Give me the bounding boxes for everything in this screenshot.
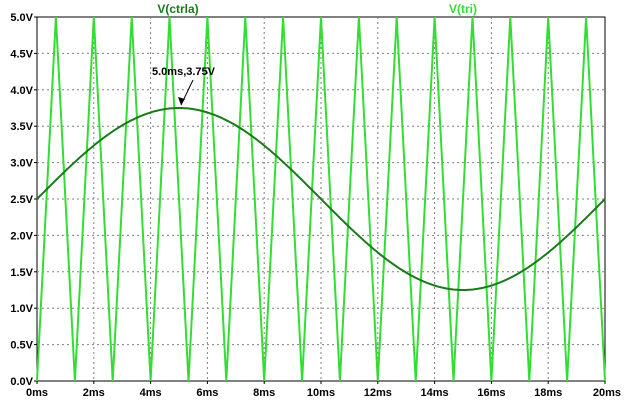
trace-v-ctrla: [36, 107, 606, 291]
annotation-label: 5.0ms,3.75V: [152, 66, 216, 78]
y-tick-label: 3.5V: [10, 121, 33, 133]
y-tick-label: 0.0V: [10, 376, 33, 388]
traces: [36, 16, 606, 382]
x-tick-label: 10ms: [307, 387, 335, 399]
y-tick-label: 5.0V: [10, 12, 33, 24]
y-tick-label: 4.0V: [10, 85, 33, 97]
y-tick-label: 1.0V: [10, 303, 33, 315]
trace-label-v-ctrla[interactable]: V(ctrla): [157, 2, 198, 16]
x-tick-label: 2ms: [83, 387, 105, 399]
y-tick-label: 1.5V: [10, 267, 33, 279]
x-tick-label: 0ms: [26, 387, 48, 399]
y-tick-label: 4.5V: [10, 48, 33, 60]
y-tick-label: 2.5V: [10, 194, 33, 206]
annotations: 5.0ms,3.75V: [152, 66, 216, 106]
x-tick-label: 4ms: [140, 387, 162, 399]
x-tick-label: 18ms: [534, 387, 562, 399]
x-tick-label: 8ms: [253, 387, 275, 399]
trace-labels: V(ctrla) V(tri): [157, 2, 477, 16]
y-tick-label: 0.5V: [10, 340, 33, 352]
x-tick-label: 6ms: [196, 387, 218, 399]
x-tick-label: 12ms: [364, 387, 392, 399]
y-tick-label: 3.0V: [10, 158, 33, 170]
x-tick-label: 20ms: [593, 387, 621, 399]
annotation-arrow-head: [178, 97, 185, 105]
tick-labels: 0.0V 0.5V 1.0V 1.5V 2.0V 2.5V 3.0V 3.5V 4.0V 4.5V…: [10, 12, 621, 399]
x-tick-label: 14ms: [421, 387, 449, 399]
trace-label-v-tri[interactable]: V(tri): [449, 2, 477, 16]
x-tick-label: 16ms: [477, 387, 505, 399]
y-tick-label: 2.0V: [10, 230, 33, 242]
trace-v-tri: [36, 16, 606, 382]
